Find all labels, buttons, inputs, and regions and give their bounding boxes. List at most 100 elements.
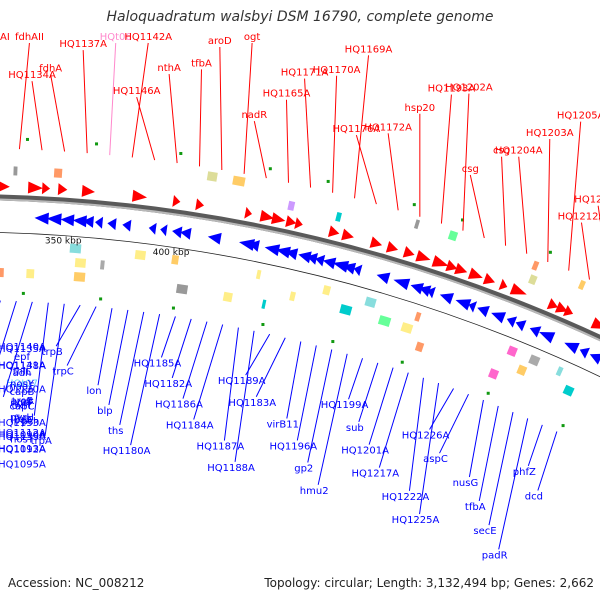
reverse-gene-arrow: [342, 262, 357, 275]
forward-label-leader: [82, 50, 88, 154]
forward-gene-label: hsp20: [405, 103, 436, 114]
forward-gene-arrow: [562, 304, 574, 317]
forward-gene-label: HQ1205A: [557, 111, 600, 122]
reverse-label-leader: [296, 345, 317, 441]
feature-block: [232, 175, 246, 187]
rna-marker: [95, 142, 99, 146]
reverse-gene-label: nosF: [10, 398, 34, 409]
forward-label-leader: [136, 96, 156, 161]
feature-block: [377, 315, 392, 327]
reverse-gene-label: ths: [108, 426, 123, 437]
reverse-label-leader: [234, 330, 255, 462]
reverse-gene-label: nosY: [10, 379, 35, 390]
reverse-gene-label: HQ1180A: [103, 446, 151, 457]
reverse-gene-label: aspC: [423, 454, 448, 465]
reverse-gene-label: trpA: [31, 436, 52, 447]
reverse-label-leader: [488, 411, 514, 526]
reverse-gene-arrow: [72, 215, 87, 228]
reverse-label-leader: [419, 382, 440, 515]
rna-marker: [400, 360, 404, 364]
feature-block: [206, 171, 218, 182]
forward-label-leader: [18, 42, 30, 150]
reverse-gene-arrow: [264, 244, 281, 257]
reverse-gene-label: nosT: [10, 435, 35, 446]
reverse-gene-arrow: [332, 261, 350, 273]
forward-gene-label: HQ1203A: [526, 128, 574, 139]
reverse-gene-arrow: [579, 347, 590, 359]
forward-label-leader: [243, 42, 253, 174]
reverse-gene-label: secE: [473, 526, 496, 537]
rna-marker: [268, 167, 272, 171]
reverse-gene-label: HQ1183A: [228, 398, 276, 409]
rna-marker: [261, 322, 265, 326]
reverse-gene-label: dcd: [525, 492, 543, 503]
reverse-label-leader: [2, 301, 33, 397]
forward-gene-label: nadR: [241, 110, 267, 121]
feature-block: [53, 168, 63, 178]
reverse-gene-arrow: [419, 285, 432, 297]
feature-block: [175, 283, 189, 295]
rna-marker: [486, 391, 490, 395]
forward-label-leader: [332, 75, 338, 193]
forward-gene-arrow: [294, 217, 303, 229]
forward-gene-arrow: [285, 215, 297, 227]
reverse-gene-label: HQ1112A: [0, 428, 46, 439]
forward-gene-label: HQ1142A: [124, 32, 172, 43]
reverse-label-leader: [317, 353, 348, 485]
reverse-gene-label: trpC: [52, 367, 73, 378]
forward-label-leader: [580, 222, 590, 280]
feature-block: [261, 299, 267, 309]
forward-gene-arrow: [402, 246, 415, 258]
feature-block: [364, 296, 377, 309]
forward-gene-label: HQ1176A: [333, 124, 381, 135]
reverse-gene-arrow: [410, 283, 425, 295]
reverse-gene-arrow: [34, 212, 49, 225]
reverse-label-leader: [44, 303, 65, 435]
reverse-gene-label: lysS: [12, 397, 32, 408]
forward-gene-arrow: [195, 198, 205, 211]
reverse-label-leader: [468, 399, 484, 478]
reverse-gene-arrow: [529, 326, 542, 338]
reverse-label-leader: [193, 324, 224, 420]
reverse-gene-label: HQ1222A: [382, 492, 430, 503]
reverse-gene-label: oxlT: [12, 401, 34, 412]
reverse-gene-arrow: [491, 312, 507, 324]
forward-gene-label: HQ1134A: [8, 70, 56, 81]
forward-gene-arrow: [41, 182, 51, 195]
forward-gene-arrow: [131, 189, 148, 202]
reverse-label-leader: [408, 377, 424, 491]
reverse-label-leader: [348, 358, 364, 400]
reverse-gene-label: pch: [21, 417, 39, 428]
forward-gene-arrow: [445, 259, 458, 272]
rna-marker: [412, 203, 416, 207]
reverse-gene-arrow: [82, 215, 94, 228]
reverse-label-leader: [66, 306, 97, 366]
reverse-gene-label: gp2: [294, 464, 313, 475]
forward-gene-arrow: [454, 262, 468, 275]
reverse-label-leader: [182, 321, 208, 399]
rna-marker: [461, 218, 465, 222]
forward-gene-arrow: [270, 212, 286, 224]
reverse-gene-arrow: [122, 219, 132, 232]
reverse-gene-label: HQ1090A: [0, 430, 46, 441]
forward-gene-label: fdhA: [39, 63, 62, 74]
forward-label-leader: [469, 174, 485, 239]
reverse-gene-arrow: [239, 239, 256, 251]
forward-gene-arrow: [81, 184, 95, 197]
reverse-gene-label: pyrH: [10, 412, 34, 423]
reverse-gene-label: lon: [86, 386, 101, 397]
forward-label-leader: [304, 78, 312, 188]
forward-label-leader: [285, 99, 289, 183]
forward-label-leader: [109, 42, 117, 156]
feature-block: [339, 304, 353, 316]
feature-block: [322, 285, 332, 296]
forward-label-leader: [31, 81, 43, 151]
reverse-label-leader: [119, 311, 145, 426]
forward-gene-arrow: [482, 272, 496, 285]
reverse-gene-arrow: [248, 240, 260, 252]
reverse-gene-arrow: [477, 306, 490, 318]
genome-backbone-highlight: [0, 198, 600, 342]
map-title: Haloquadratum walsbyi DSM 16790, complet…: [106, 9, 494, 25]
reverse-gene-arrow: [276, 246, 291, 259]
